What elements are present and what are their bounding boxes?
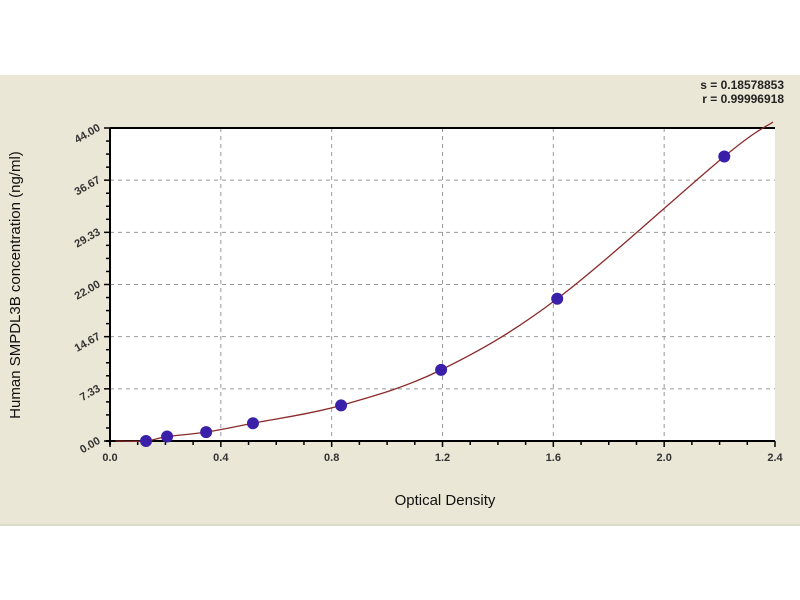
- s-value: s = 0.18578853: [700, 78, 784, 92]
- x-tick-labels: 0.0 0.4 0.8 1.2 1.6 2.0 2.4: [102, 452, 783, 464]
- y-tick-label: 7.33: [78, 383, 103, 404]
- y-tick-label: 14.67: [73, 331, 103, 355]
- y-tick-label: 44.00: [73, 122, 103, 146]
- x-axis-label: Optical Density: [395, 492, 496, 509]
- fit-statistics: s = 0.18578853 r = 0.99996918: [700, 78, 784, 106]
- y-tick-label: 0.00: [78, 435, 103, 456]
- data-point: [140, 435, 153, 447]
- data-point: [551, 292, 564, 305]
- x-tick-label: 2.0: [657, 452, 672, 464]
- x-tick-label: 2.4: [767, 452, 783, 464]
- y-axis-label: Human SMPDL3B concentration (ng/ml): [7, 151, 24, 419]
- y-tick-label: 29.33: [73, 226, 103, 250]
- x-tick-label: 1.6: [546, 452, 561, 464]
- data-points: [140, 150, 731, 447]
- axes: [104, 127, 776, 447]
- y-tick-label: 22.00: [73, 278, 103, 302]
- x-tick-label: 0.8: [324, 452, 339, 464]
- r-value: r = 0.99996918: [702, 92, 784, 106]
- x-tick-label: 0.0: [102, 452, 117, 464]
- data-point: [435, 363, 448, 376]
- data-point: [161, 430, 174, 443]
- y-tick-label: 36.67: [73, 174, 103, 198]
- data-point: [246, 417, 259, 430]
- x-tick-label: 1.2: [435, 452, 450, 464]
- data-point: [718, 150, 731, 163]
- y-tick-labels: 0.00 7.33 14.67 22.00 29.33 36.67 44.00: [73, 122, 103, 456]
- data-point: [335, 399, 348, 412]
- data-point: [200, 426, 213, 439]
- gridlines: [110, 128, 775, 441]
- x-tick-label: 0.4: [213, 452, 229, 464]
